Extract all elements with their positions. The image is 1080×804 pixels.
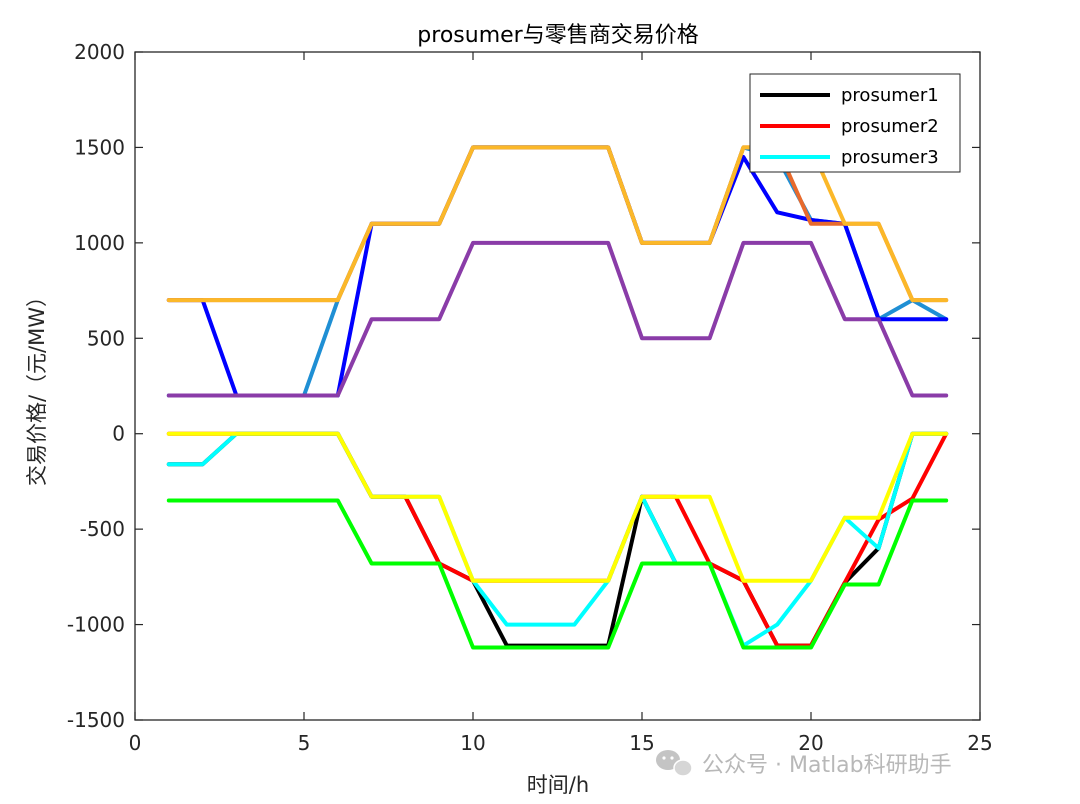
legend: prosumer1 prosumer2 prosumer3	[749, 73, 961, 173]
y-tick-label: 1500	[74, 135, 125, 159]
x-tick-label: 10	[460, 731, 485, 755]
watermark: 公众号 · Matlab科研助手	[656, 750, 952, 778]
y-axis-title: 交易价格/（元/MW）	[25, 286, 49, 486]
y-tick-label: 1000	[74, 231, 125, 255]
series-line-9	[166, 431, 949, 583]
y-tick-label: 2000	[74, 40, 125, 64]
y-tick-label: -500	[80, 517, 125, 541]
series-line-5	[166, 240, 949, 398]
y-tick-label: 0	[112, 422, 125, 446]
wechat-icon	[656, 750, 693, 777]
legend-label: prosumer3	[841, 147, 939, 168]
series-line-10	[166, 498, 949, 650]
axes-box	[134, 51, 981, 721]
x-tick-label: 15	[629, 731, 654, 755]
x-tick-label: 0	[129, 731, 142, 755]
watermark-text: 公众号 · Matlab科研助手	[702, 753, 952, 778]
series-layer	[166, 145, 949, 650]
y-tick-label: -1000	[67, 613, 125, 637]
legend-label: prosumer1	[841, 85, 939, 106]
legend-label: prosumer2	[841, 116, 939, 137]
chart-title: prosumer与零售商交易价格	[417, 23, 698, 48]
x-tick-label: 20	[798, 731, 823, 755]
y-tick-label: 500	[87, 326, 125, 350]
x-tick-label: 5	[298, 731, 311, 755]
x-tick-label: 25	[967, 731, 992, 755]
y-tick-label: -1500	[67, 708, 125, 732]
ticks-layer: 0 5 10 15 20 25 -1500 -1000 -500 0 500 1000 1500 2000	[67, 40, 993, 755]
x-axis-title: 时间/h	[527, 773, 589, 797]
